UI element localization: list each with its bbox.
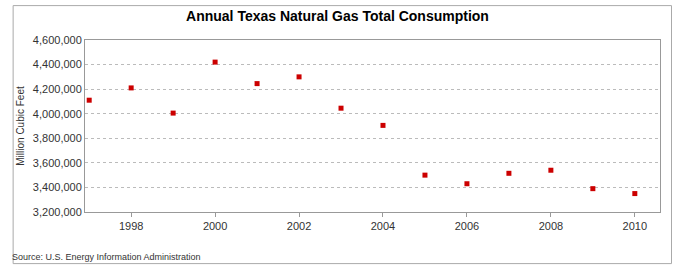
svg-text:3,400,000: 3,400,000 <box>33 181 82 193</box>
svg-text:4,600,000: 4,600,000 <box>33 34 82 46</box>
svg-text:Annual Texas Natural Gas Total: Annual Texas Natural Gas Total Consumpti… <box>186 8 489 24</box>
svg-text:Million Cubic Feet: Million Cubic Feet <box>15 86 26 166</box>
svg-text:3,600,000: 3,600,000 <box>33 157 82 169</box>
svg-text:2006: 2006 <box>455 220 479 232</box>
svg-text:2010: 2010 <box>623 220 647 232</box>
svg-text:1998: 1998 <box>119 220 143 232</box>
svg-text:4,200,000: 4,200,000 <box>33 83 82 95</box>
svg-text:2008: 2008 <box>539 220 563 232</box>
svg-text:4,400,000: 4,400,000 <box>33 58 82 70</box>
svg-text:3,200,000: 3,200,000 <box>33 206 82 218</box>
svg-text:2002: 2002 <box>287 220 311 232</box>
svg-text:2004: 2004 <box>371 220 395 232</box>
svg-text:2000: 2000 <box>203 220 227 232</box>
svg-text:3,800,000: 3,800,000 <box>33 132 82 144</box>
svg-text:Source: U.S. Energy Informatio: Source: U.S. Energy Information Administ… <box>12 252 201 262</box>
svg-text:4,000,000: 4,000,000 <box>33 108 82 120</box>
